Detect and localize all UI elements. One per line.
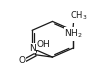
- Text: OH: OH: [36, 40, 50, 49]
- Text: CH$_3$: CH$_3$: [70, 10, 87, 22]
- Text: NH$_2$: NH$_2$: [64, 28, 83, 40]
- Text: O: O: [18, 56, 25, 65]
- Text: N: N: [29, 44, 36, 53]
